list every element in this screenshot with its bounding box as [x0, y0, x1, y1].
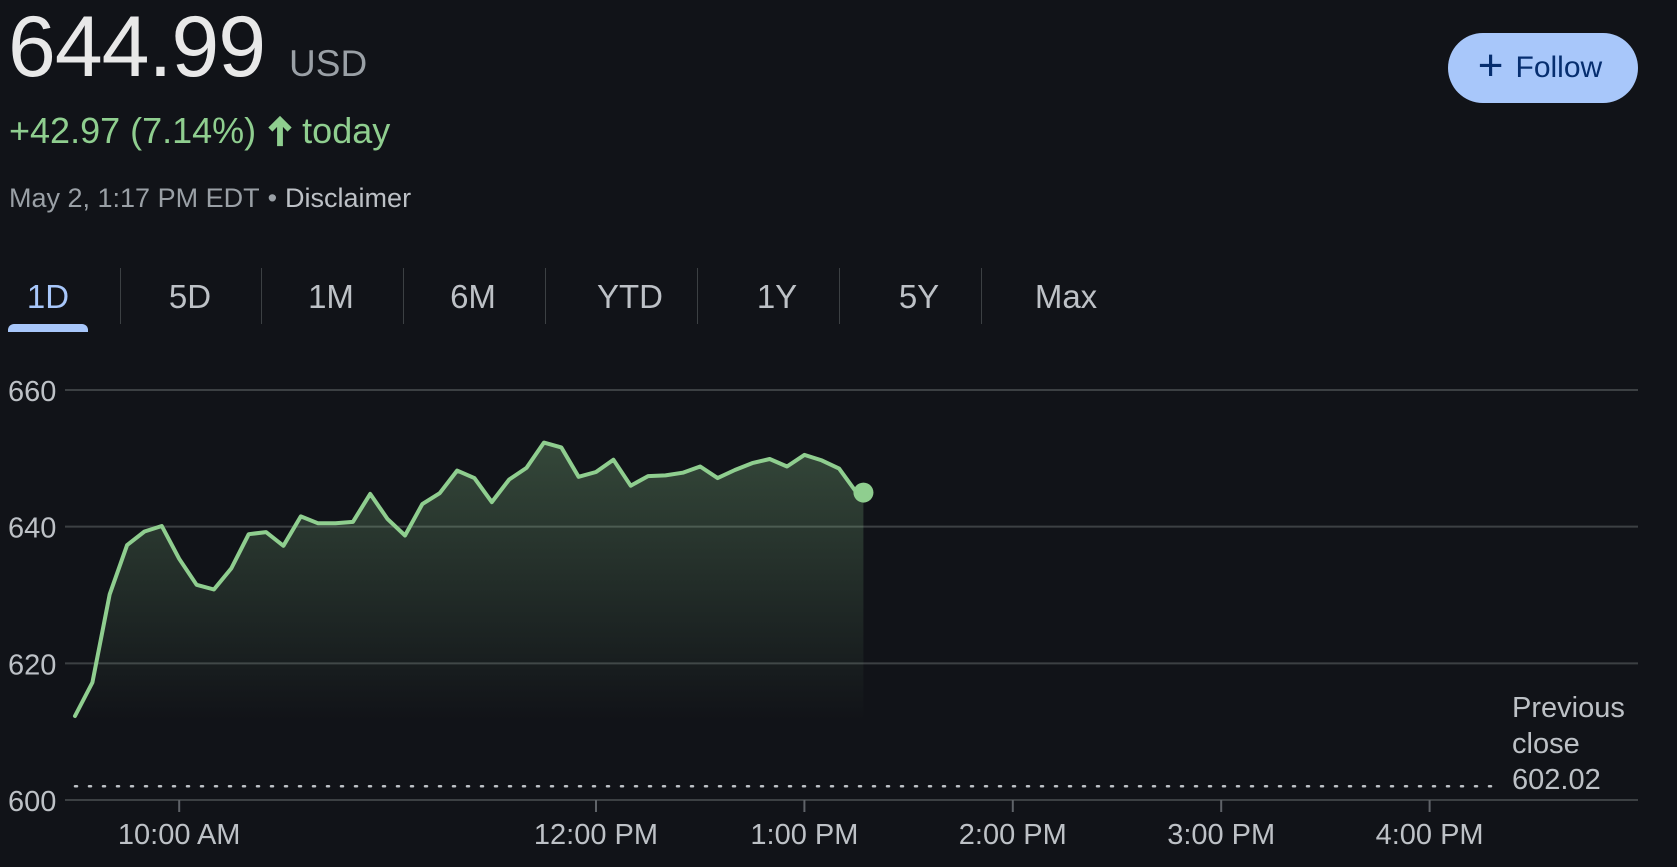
tab-divider	[981, 268, 982, 324]
tab-divider	[120, 268, 121, 324]
change-period: today	[302, 110, 391, 151]
tab-5y[interactable]: 5Y	[898, 278, 940, 315]
tab-divider	[545, 268, 546, 324]
price-area	[75, 442, 864, 720]
tab-divider	[697, 268, 698, 324]
disclaimer-link[interactable]: Disclaimer	[285, 183, 412, 213]
currency-code: USD	[289, 43, 368, 84]
tab-1y[interactable]: 1Y	[756, 278, 798, 315]
current-price-marker[interactable]	[853, 482, 874, 503]
tab-5d[interactable]: 5D	[168, 278, 212, 315]
x-tick-label: 1:00 PM	[750, 819, 858, 851]
follow-button-label: Follow	[1515, 51, 1603, 84]
change-value: +42.97 (7.14%)	[9, 110, 257, 151]
x-tick-label: 2:00 PM	[959, 819, 1067, 851]
y-tick-label: 600	[8, 786, 56, 818]
previous-close-label: Previous close 602.02	[1512, 692, 1625, 796]
y-tick-label: 620	[8, 649, 56, 681]
quote-timestamp: May 2, 1:17 PM EDT	[9, 183, 260, 213]
tab-divider	[839, 268, 840, 324]
price-change: +42.97 (7.14%) today	[9, 110, 390, 152]
x-tick-label: 4:00 PM	[1376, 819, 1484, 851]
y-tick-label: 660	[8, 376, 56, 408]
separator-dot: •	[267, 183, 278, 213]
quote-timestamp-row: May 2, 1:17 PM EDT • Disclaimer	[9, 183, 411, 214]
x-tick-label: 12:00 PM	[534, 819, 658, 851]
tab-1m[interactable]: 1M	[308, 278, 354, 315]
arrow-up-icon	[268, 115, 292, 147]
tab-divider	[261, 268, 262, 324]
price-line	[73, 440, 866, 718]
tab-ytd[interactable]: YTD	[597, 278, 663, 315]
x-tick-label: 10:00 AM	[118, 819, 241, 851]
y-tick-label: 640	[8, 513, 56, 545]
follow-button[interactable]: + Follow	[1448, 33, 1638, 103]
tab-1d[interactable]: 1D	[8, 262, 88, 332]
tab-max[interactable]: Max	[1034, 278, 1098, 315]
plus-icon: +	[1477, 41, 1504, 90]
price-row: 644.99 USD	[8, 4, 367, 90]
tab-divider	[403, 268, 404, 324]
current-price: 644.99	[8, 0, 266, 95]
x-tick-label: 3:00 PM	[1167, 819, 1275, 851]
tab-6m[interactable]: 6M	[450, 278, 496, 315]
